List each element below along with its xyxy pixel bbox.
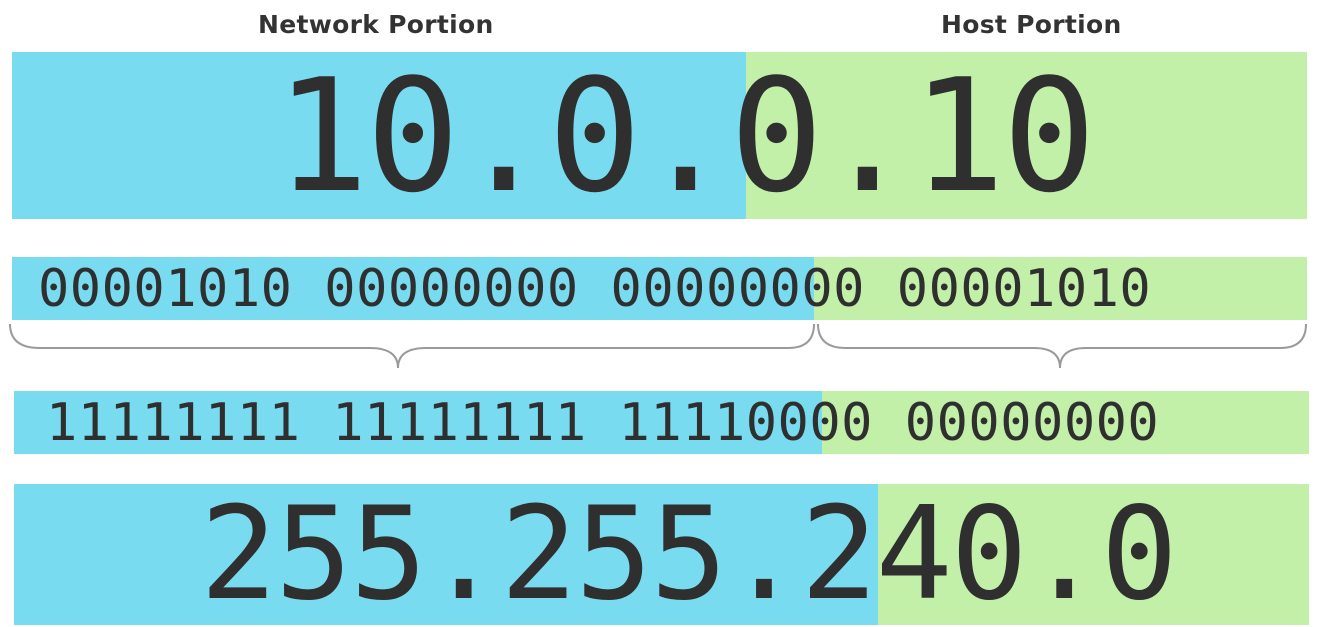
ip-binary-host-segment: [814, 257, 1307, 320]
subnet-mask-text: 255.255.240.0: [200, 484, 1178, 625]
ip-address-text: 10.0.0.10: [275, 52, 1096, 219]
mask-binary-host-segment: [822, 391, 1309, 454]
ip-binary-band: 00001010 00000000 00000000 00001010: [12, 257, 1307, 320]
network-brace: [9, 323, 815, 369]
ip-binary-network-segment: [12, 257, 814, 320]
subnet-mask-band: 255.255.240.0: [14, 484, 1309, 625]
mask-binary-network-segment: [14, 391, 822, 454]
host-portion-heading: Host Portion: [941, 10, 1122, 39]
mask-binary-band: 11111111 11111111 11110000 00000000: [14, 391, 1309, 454]
ip-address-band: 10.0.0.10: [12, 52, 1307, 219]
network-portion-heading: Network Portion: [258, 10, 494, 39]
host-brace: [817, 323, 1307, 369]
ip-host-segment: [746, 52, 1307, 219]
mask-binary-text: 11111111 11111111 11110000 00000000: [46, 392, 1160, 453]
mask-host-segment: [878, 484, 1309, 625]
portion-braces: [9, 323, 1307, 369]
mask-network-segment: [14, 484, 878, 625]
ip-network-segment: [12, 52, 746, 219]
ip-binary-text: 00001010 00000000 00000000 00001010: [38, 258, 1152, 319]
